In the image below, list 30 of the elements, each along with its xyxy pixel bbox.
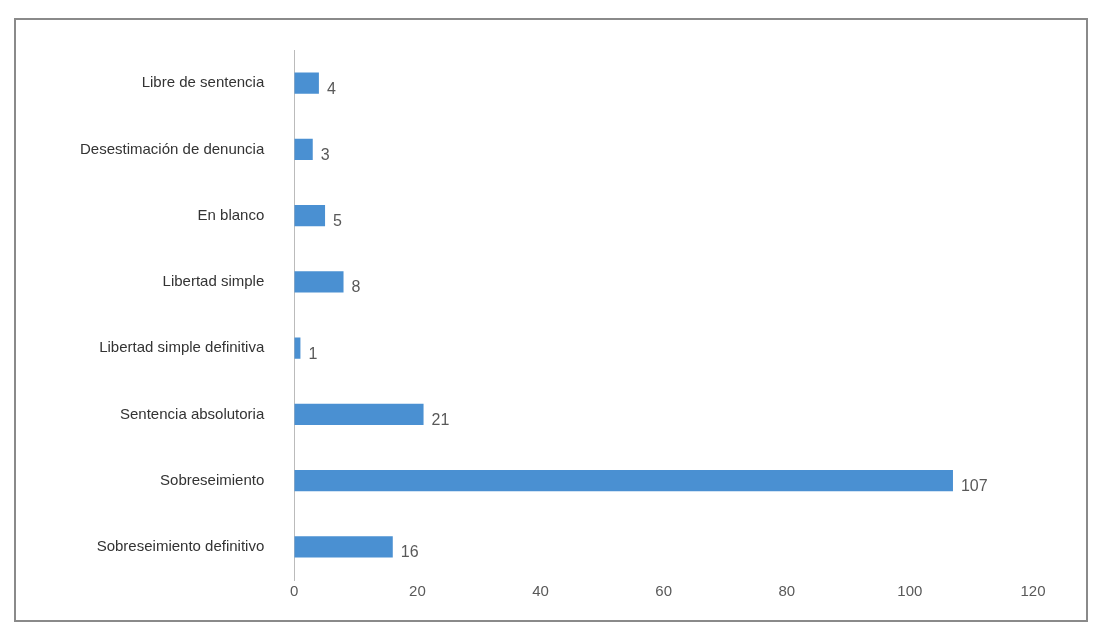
data-label: 107 <box>960 477 988 495</box>
y-tick-label: Libertad simple <box>162 272 265 290</box>
bar <box>294 470 953 492</box>
data-label: 21 <box>431 410 450 428</box>
bar <box>294 72 319 94</box>
y-tick-label: Sobreseimiento definitivo <box>96 537 265 555</box>
y-tick-label: Desestimación de denuncia <box>80 139 265 157</box>
bar <box>294 403 424 425</box>
bar <box>294 205 326 227</box>
x-tick-label: 20 <box>409 582 426 600</box>
y-tick-label: En blanco <box>197 205 265 223</box>
x-tick-label: 120 <box>1020 582 1046 600</box>
data-label: 3 <box>320 145 330 163</box>
x-tick-label: 100 <box>897 582 923 600</box>
data-label: 1 <box>308 344 318 362</box>
data-label: 5 <box>333 212 343 230</box>
x-tick-label: 80 <box>778 582 796 600</box>
bar <box>294 271 344 293</box>
bar <box>294 536 393 558</box>
bar <box>294 138 313 160</box>
data-label: 16 <box>400 543 419 561</box>
y-tick-label: Sobreseimiento <box>160 470 265 488</box>
y-tick-label: Sentencia absolutoria <box>120 404 265 422</box>
data-label: 8 <box>351 278 361 296</box>
y-tick-label: Libertad simple definitiva <box>99 338 265 356</box>
data-label: 4 <box>326 79 336 97</box>
x-tick-label: 0 <box>290 582 299 600</box>
x-tick-label: 60 <box>655 582 672 600</box>
y-tick-label: Libre de sentencia <box>141 73 265 91</box>
x-tick-label: 40 <box>532 582 549 600</box>
